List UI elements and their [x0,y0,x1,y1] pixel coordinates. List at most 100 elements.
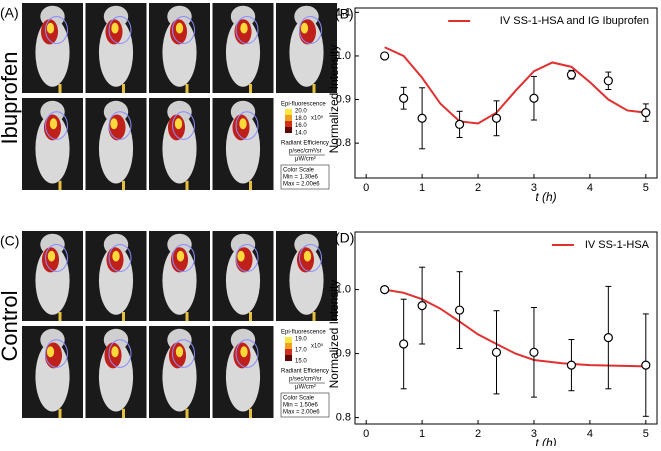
x-tick-label: 0 [363,182,369,194]
roi-circle [108,111,132,140]
x-tick-label: 3 [531,428,537,440]
roi-circle [108,244,132,272]
x-axis-label: t (h) [535,190,556,204]
tail [185,180,189,190]
roi-circle [299,244,322,272]
legend-label: IV SS-1-HSA and IG Ibuprofen [500,15,649,27]
signal-yellow [239,118,247,130]
roi-circle [45,111,68,140]
roi-circle [108,339,132,368]
signal-yellow [111,22,119,34]
plot-frame [354,231,658,425]
panel-label: (B) [335,6,354,22]
efficiency-num: p/sec/cm²/sr [289,149,322,155]
efficiency-den: μW/cm² [295,385,316,391]
legend-label: IV SS-1-HSA [585,239,650,251]
y-tick-label: 1.1 [336,6,351,18]
roi-circle [45,244,68,272]
roi-circle [45,16,68,44]
signal-yellow [46,346,55,358]
efficiency: Radiant Efficiency [281,141,329,147]
data-point [380,285,390,295]
tail [249,312,252,321]
tail [249,84,252,93]
signal-yellow [175,346,184,358]
y-tick-label: 0.8 [336,412,351,424]
signal-yellow [49,118,58,130]
scale-unit: x10⁵ [311,343,324,350]
panel-label: (C) [0,233,19,249]
scale-tick: 20.0 [295,109,307,115]
roi-circle [172,16,195,44]
scale-swatch [285,343,292,349]
data-point [566,360,577,370]
efficiency-den: μW/cm² [295,157,316,163]
scale-swatch [285,349,292,355]
scale-tick: 17.0 [295,348,307,354]
roi-circle [45,339,68,368]
scale-tick: 18.0 [295,116,307,122]
tail [312,84,316,93]
group-label: Control [0,291,22,362]
tail [185,84,189,93]
scale-title: Epi-fluorescence [281,102,326,108]
y-tick-label: 0.9 [336,348,351,360]
color-scale: Color Scale [283,396,315,402]
fit-curve [384,46,646,125]
data-point [603,333,613,343]
fit-curve [384,288,646,368]
data-point [641,108,651,118]
signal-yellow [176,250,185,262]
panel-label: (D) [335,230,354,246]
scale-box [280,164,330,190]
signal-yellow [240,346,248,358]
efficiency-num: p/sec/cm²/sr [289,377,322,383]
scale-swatch [285,337,292,343]
scale-tick: 16.0 [295,123,307,129]
mouse-head [230,5,256,28]
x-tick-label: 5 [643,428,649,440]
mouse-body [162,246,197,315]
scale-swatch [285,115,292,121]
data-point [417,113,427,123]
scale-tick: 15.0 [295,359,307,365]
roi-circle [235,244,259,272]
roi-circle [235,111,259,140]
scale-swatch [285,109,292,115]
tail [58,84,62,93]
x-tick-label: 2 [475,182,481,194]
y-tick-label: 1.0 [336,50,351,62]
signal-yellow [111,346,119,358]
roi-circle [108,16,132,44]
data-point [641,360,651,370]
signal-yellow [47,250,56,262]
x-tick-label: 1 [419,182,425,194]
scale-swatch [285,121,292,127]
x-tick-label: 4 [587,182,593,194]
scale-max: Max = 2.00e6 [283,410,320,416]
x-tick-label: 1 [419,428,425,440]
signal-yellow [112,250,120,262]
mouse-head [40,100,65,123]
data-point [566,70,577,80]
y-axis-label: Normalized Intensity [327,280,341,389]
tail [185,312,189,321]
data-point [529,93,539,103]
data-point [417,301,427,311]
x-tick-label: 5 [643,182,649,194]
signal-yellow [303,250,312,262]
signal-yellow [110,118,118,130]
data-point [380,51,390,61]
data-point [491,113,502,123]
data-point [399,93,409,103]
y-axis-label: Normalized Intensity [327,45,341,154]
tail [122,180,125,190]
tail [58,408,62,418]
scale-title: Epi-fluorescence [281,330,326,336]
plot-frame [354,7,658,179]
signal-yellow [240,22,248,34]
data-point [454,305,465,315]
scale-min: Min = 1.30e6 [283,175,319,181]
x-tick-label: 2 [475,428,481,440]
scale-tick: 14.0 [295,131,307,137]
